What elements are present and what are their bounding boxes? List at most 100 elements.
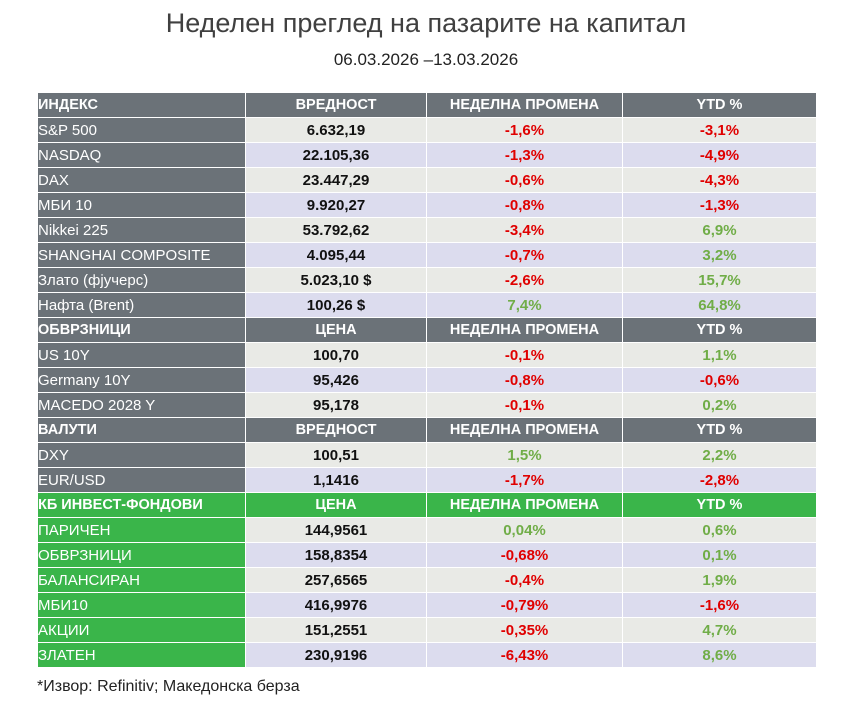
value-cell: 95,426 (245, 367, 427, 393)
column-header: НЕДЕЛНА ПРОМЕНА (426, 92, 623, 118)
instrument-name: ОБВРЗНИЦИ (37, 542, 246, 568)
column-header: ЦЕНА (245, 317, 427, 343)
weekly-change-cell: 0,04% (426, 517, 623, 543)
table-row: Nikkei 225 53.792,62 -3,4% 6,9% (37, 217, 817, 243)
column-header: YTD % (622, 92, 817, 118)
weekly-change-cell: -0,8% (426, 192, 623, 218)
weekly-change-cell: -0,6% (426, 167, 623, 193)
value-cell: 100,70 (245, 342, 427, 368)
instrument-name: Germany 10Y (37, 367, 246, 393)
ytd-change-cell: 6,9% (622, 217, 817, 243)
instrument-name: MACEDO 2028 Y (37, 392, 246, 418)
ytd-change-cell: 64,8% (622, 292, 817, 318)
value-cell: 257,6565 (245, 567, 427, 593)
table-row: Germany 10Y 95,426 -0,8% -0,6% (37, 367, 817, 393)
column-header: ЦЕНА (245, 492, 427, 518)
table-row: EUR/USD 1,1416 -1,7% -2,8% (37, 467, 817, 493)
column-header: ВРЕДНОСТ (245, 417, 427, 443)
instrument-name: ПАРИЧЕН (37, 517, 246, 543)
column-header: YTD % (622, 417, 817, 443)
instrument-name: Нафта (Brent) (37, 292, 246, 318)
ytd-change-cell: 1,9% (622, 567, 817, 593)
table-row: МБИ10 416,9976 -0,79% -1,6% (37, 592, 817, 618)
table-row: ПАРИЧЕН 144,9561 0,04% 0,6% (37, 517, 817, 543)
value-cell: 158,8354 (245, 542, 427, 568)
weekly-change-cell: -0,79% (426, 592, 623, 618)
value-cell: 9.920,27 (245, 192, 427, 218)
table-row: МБИ 10 9.920,27 -0,8% -1,3% (37, 192, 817, 218)
weekly-change-cell: -3,4% (426, 217, 623, 243)
column-header: НЕДЕЛНА ПРОМЕНА (426, 492, 623, 518)
value-cell: 5.023,10 $ (245, 267, 427, 293)
value-cell: 23.447,29 (245, 167, 427, 193)
weekly-change-cell: -1,3% (426, 142, 623, 168)
ytd-change-cell: 1,1% (622, 342, 817, 368)
ytd-change-cell: -3,1% (622, 117, 817, 143)
date-range: 06.03.2026 –13.03.2026 (333, 50, 519, 69)
value-cell: 100,51 (245, 442, 427, 468)
ytd-change-cell: -1,3% (622, 192, 817, 218)
value-cell: 6.632,19 (245, 117, 427, 143)
instrument-name: SHANGHAI COMPOSITE (37, 242, 246, 268)
column-header: ИНДЕКС (37, 92, 246, 118)
ytd-change-cell: -2,8% (622, 467, 817, 493)
value-cell: 53.792,62 (245, 217, 427, 243)
instrument-name: Злато (фјучерс) (37, 267, 246, 293)
table-row: DXY 100,51 1,5% 2,2% (37, 442, 817, 468)
weekly-change-cell: -1,7% (426, 467, 623, 493)
value-cell: 95,178 (245, 392, 427, 418)
table-row: NASDAQ 22.105,36 -1,3% -4,9% (37, 142, 817, 168)
table-row: S&P 500 6.632,19 -1,6% -3,1% (37, 117, 817, 143)
weekly-change-cell: 1,5% (426, 442, 623, 468)
column-header: YTD % (622, 317, 817, 343)
instrument-name: NASDAQ (37, 142, 246, 168)
value-cell: 100,26 $ (245, 292, 427, 318)
weekly-change-cell: -1,6% (426, 117, 623, 143)
ytd-change-cell: 0,6% (622, 517, 817, 543)
ytd-change-cell: 15,7% (622, 267, 817, 293)
weekly-change-cell: -0,8% (426, 367, 623, 393)
table-row: MACEDO 2028 Y 95,178 -0,1% 0,2% (37, 392, 817, 418)
table-row: ЗЛАТЕН 230,9196 -6,43% 8,6% (37, 642, 817, 668)
instrument-name: МБИ10 (37, 592, 246, 618)
column-header: ВРЕДНОСТ (245, 92, 427, 118)
instrument-name: S&P 500 (37, 117, 246, 143)
weekly-change-cell: -0,35% (426, 617, 623, 643)
column-header: YTD % (622, 492, 817, 518)
ytd-change-cell: 4,7% (622, 617, 817, 643)
market-overview-table: ИНДЕКС ВРЕДНОСТ НЕДЕЛНА ПРОМЕНА YTD % S&P 50… (37, 92, 817, 668)
instrument-name: БАЛАНСИРАН (37, 567, 246, 593)
ytd-change-cell: -4,9% (622, 142, 817, 168)
section-header-row: ИНДЕКС ВРЕДНОСТ НЕДЕЛНА ПРОМЕНА YTD % (37, 92, 817, 118)
instrument-name: ЗЛАТЕН (37, 642, 246, 668)
table-row: Злато (фјучерс) 5.023,10 $ -2,6% 15,7% (37, 267, 817, 293)
table-row: US 10Y 100,70 -0,1% 1,1% (37, 342, 817, 368)
value-cell: 1,1416 (245, 467, 427, 493)
value-cell: 230,9196 (245, 642, 427, 668)
ytd-change-cell: 2,2% (622, 442, 817, 468)
ytd-change-cell: -0,6% (622, 367, 817, 393)
value-cell: 416,9976 (245, 592, 427, 618)
instrument-name: DAX (37, 167, 246, 193)
instrument-name: МБИ 10 (37, 192, 246, 218)
value-cell: 22.105,36 (245, 142, 427, 168)
weekly-change-cell: -0,68% (426, 542, 623, 568)
weekly-change-cell: -2,6% (426, 267, 623, 293)
instrument-name: EUR/USD (37, 467, 246, 493)
weekly-change-cell: -0,4% (426, 567, 623, 593)
column-header: ОБВРЗНИЦИ (37, 317, 246, 343)
instrument-name: Nikkei 225 (37, 217, 246, 243)
value-cell: 4.095,44 (245, 242, 427, 268)
weekly-change-cell: -0,7% (426, 242, 623, 268)
section-header-row: КБ ИНВЕСТ-ФОНДОВИ ЦЕНА НЕДЕЛНА ПРОМЕНА YTD … (37, 492, 817, 518)
value-cell: 151,2551 (245, 617, 427, 643)
source-footnote: *Извор: Refinitiv; Македонска берза (37, 678, 300, 695)
table-row: АКЦИИ 151,2551 -0,35% 4,7% (37, 617, 817, 643)
weekly-change-cell: -6,43% (426, 642, 623, 668)
table-row: ОБВРЗНИЦИ 158,8354 -0,68% 0,1% (37, 542, 817, 568)
instrument-name: DXY (37, 442, 246, 468)
instrument-name: US 10Y (37, 342, 246, 368)
ytd-change-cell: 0,2% (622, 392, 817, 418)
instrument-name: АКЦИИ (37, 617, 246, 643)
weekly-change-cell: 7,4% (426, 292, 623, 318)
